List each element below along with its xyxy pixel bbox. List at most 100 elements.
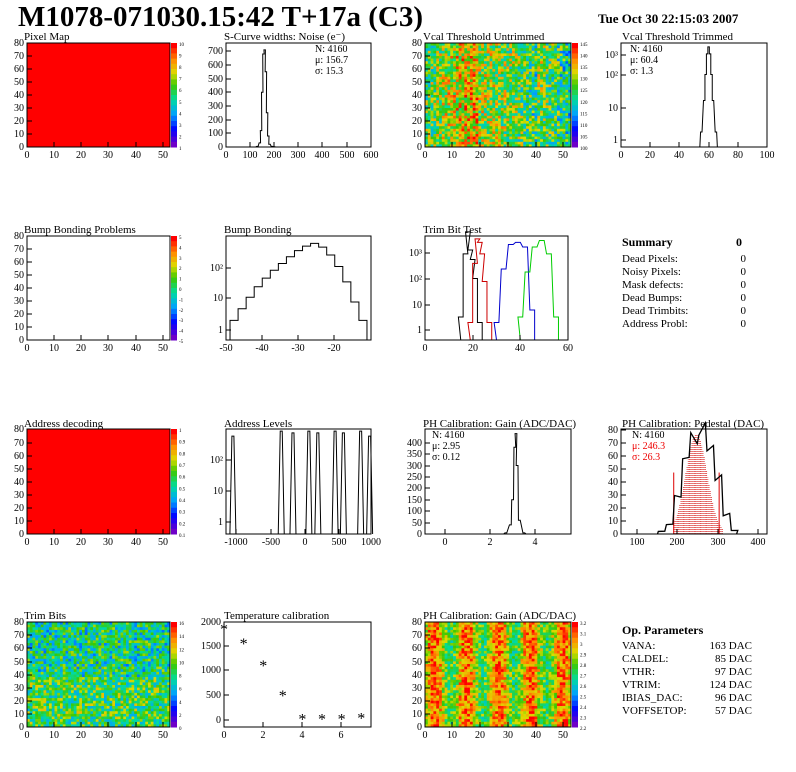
trim-bits-cell: [137, 624, 141, 628]
trim-bits-cell: [54, 666, 58, 670]
ph-gain-map-cell: [430, 711, 434, 715]
trim-bits-cell: [76, 706, 80, 709]
colorbar-cell: [171, 121, 177, 127]
vcal-untrimmed-cell: [537, 105, 541, 109]
trim-bits-cell: [98, 664, 102, 667]
vcal-untrimmed-cell: [528, 121, 532, 124]
vcal-untrimmed-cell: [520, 97, 524, 101]
vcal-untrimmed-cell: [444, 118, 448, 122]
trim-bits-cell: [150, 679, 154, 683]
vcal-untrimmed-cell: [568, 139, 572, 143]
vcal-untrimmed-cell: [433, 76, 437, 80]
trim-bits-cell: [98, 656, 102, 660]
trim-bits-cell: [76, 677, 80, 681]
y-tick-label: 50: [14, 77, 24, 88]
ph-gain-map-cell: [433, 650, 437, 654]
vcal-untrimmed-cell: [444, 131, 448, 135]
vcal-untrimmed-cell: [461, 121, 465, 124]
ph-gain-map-cell: [425, 674, 429, 678]
vcal-untrimmed-cell: [498, 144, 502, 148]
trim-bits-cell: [120, 692, 124, 696]
vcal-untrimmed-cell: [542, 144, 547, 148]
vcal-untrimmed-cell: [439, 95, 443, 98]
vcal-untrimmed-cell: [528, 79, 532, 83]
ph-gain-map-cell: [430, 643, 434, 646]
x-tick-label: 100: [760, 150, 775, 161]
vcal-untrimmed-cell: [467, 136, 471, 140]
trim-bits-cell: [60, 661, 64, 665]
trim-bits-cell: [126, 624, 130, 628]
vcal-untrimmed-cell: [467, 43, 471, 46]
trim-bits-cell: [54, 692, 58, 696]
trim-bits-cell: [137, 653, 141, 657]
vcal-untrimmed-cell: [548, 110, 552, 114]
trim-bits-cell: [120, 664, 124, 667]
trim-bits-cell: [120, 716, 124, 720]
vcal-untrimmed-cell: [436, 113, 440, 117]
vcal-untrimmed-cell: [554, 131, 558, 135]
vcal-untrimmed-cell: [498, 105, 502, 109]
vcal-untrimmed-cell: [439, 102, 443, 106]
trim-bits-cell: [159, 698, 163, 702]
trim-bits-cell: [115, 721, 119, 725]
trim-bits-cell: [117, 632, 121, 636]
vcal-untrimmed-cell: [520, 144, 524, 148]
ph-gain-map-cell: [436, 669, 440, 673]
trim-bits-cell: [117, 687, 121, 691]
colorbar-label: -3: [179, 319, 184, 324]
vcal-untrimmed-cell: [472, 43, 476, 46]
trim-bits-cell: [150, 711, 154, 715]
trim-bits-cell: [87, 671, 91, 675]
vcal-untrimmed-cell: [478, 82, 482, 85]
vcal-untrimmed-cell: [517, 74, 521, 78]
trim-bits-cell: [128, 706, 132, 709]
vcal-untrimmed-cell: [486, 118, 490, 122]
trim-bits-cell: [115, 648, 119, 652]
trim-bits-cell: [90, 658, 94, 662]
ph-gain-map-cell: [433, 674, 437, 678]
x-tick-label: -40: [255, 343, 268, 354]
vcal-untrimmed-cell: [514, 74, 518, 78]
trim-bits-cell: [32, 706, 36, 709]
vcal-untrimmed-cell: [430, 126, 434, 130]
vcal-untrimmed-cell: [455, 89, 459, 93]
vcal-untrimmed-cell: [425, 89, 429, 93]
vcal-untrimmed-cell: [545, 69, 549, 72]
trim-bits-cell: [150, 687, 154, 691]
vcal-untrimmed-cell: [472, 128, 476, 132]
trim-bits-cell: [46, 643, 50, 646]
vcal-untrimmed-cell: [503, 115, 507, 119]
trim-bits-cell: [82, 650, 86, 654]
trim-bits-cell: [27, 687, 31, 691]
x-tick-label: 40: [131, 343, 141, 354]
x-tick-label: 0: [443, 537, 448, 548]
vcal-untrimmed-cell: [520, 105, 524, 109]
temperature-point: *: [318, 712, 326, 729]
vcal-untrimmed-cell: [534, 108, 538, 111]
colorbar-cell: [572, 74, 578, 80]
trim-bits-cell: [115, 671, 119, 675]
vcal-untrimmed-cell: [483, 48, 488, 52]
trim-bits-cell: [79, 692, 83, 696]
vcal-untrimmed-cell: [551, 66, 555, 70]
vcal-untrimmed-cell: [427, 53, 431, 57]
vcal-untrimmed-cell: [512, 58, 516, 62]
ph-gain-map-cell: [427, 622, 431, 625]
trim-bits-cell: [115, 690, 119, 694]
vcal-untrimmed-cell: [455, 115, 459, 119]
vcal-untrimmed-cell: [439, 110, 443, 114]
vcal-untrimmed-cell: [503, 61, 507, 65]
x-tick-label: 4: [533, 537, 538, 548]
trim-bits-cell: [49, 713, 53, 717]
vcal-untrimmed-cell: [568, 136, 572, 140]
vcal-untrimmed-cell: [483, 131, 488, 135]
ph-gain-map-cell: [439, 640, 443, 644]
trim-bits-cell: [161, 629, 165, 633]
trim-bits-cell: [46, 669, 50, 673]
trim-bits-cell: [76, 656, 80, 660]
trim-bits-cell: [153, 719, 157, 723]
trim-bits-cell: [109, 637, 113, 641]
y-tick-label: 40: [14, 283, 24, 294]
vcal-untrimmed-cell: [492, 63, 496, 67]
ph-gain-map-cell: [433, 648, 437, 652]
